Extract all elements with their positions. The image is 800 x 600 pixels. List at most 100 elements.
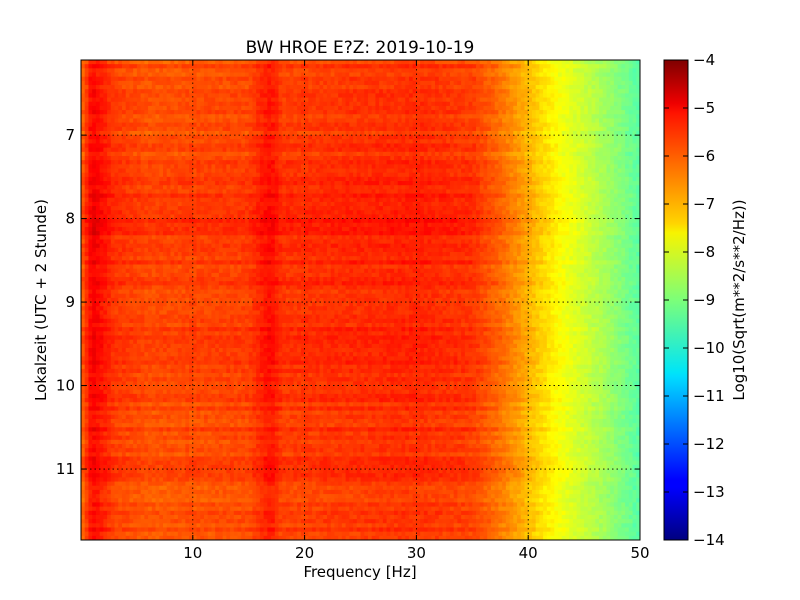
heatmap-cell <box>505 185 511 190</box>
heatmap-cell <box>546 130 552 136</box>
heatmap-cell <box>394 85 399 90</box>
heatmap-cell <box>386 122 391 128</box>
heatmap-cell <box>632 160 637 165</box>
heatmap-cell <box>446 135 451 140</box>
heatmap-cell <box>185 68 190 74</box>
heatmap-cell <box>394 139 399 145</box>
heatmap-cell <box>215 76 220 82</box>
heatmap-cell <box>300 76 306 82</box>
heatmap-cell <box>218 89 224 94</box>
heatmap-cell <box>203 156 209 161</box>
heatmap-cell <box>379 126 384 132</box>
heatmap-cell <box>613 126 619 132</box>
heatmap-cell <box>133 160 138 165</box>
heatmap-cell <box>267 139 272 145</box>
heatmap-cell <box>215 122 220 128</box>
heatmap-cell <box>319 139 324 145</box>
heatmap-cell <box>587 151 593 157</box>
heatmap-cell <box>517 160 522 165</box>
heatmap-cell <box>405 164 410 170</box>
heatmap-cell <box>84 105 90 111</box>
heatmap-cell <box>517 114 522 120</box>
heatmap-cell <box>230 122 235 128</box>
heatmap-cell <box>155 193 160 199</box>
heatmap-cell <box>587 126 593 132</box>
heatmap-cell <box>356 60 362 65</box>
heatmap-cell <box>453 160 458 165</box>
heatmap-cell <box>386 110 391 115</box>
heatmap-cell <box>297 139 302 145</box>
heatmap-cell <box>554 147 559 153</box>
heatmap-cell <box>487 156 492 161</box>
heatmap-cell <box>267 80 272 86</box>
heatmap-cell <box>118 172 123 178</box>
heatmap-cell <box>259 156 265 161</box>
heatmap-cell <box>200 80 205 86</box>
heatmap-cell <box>528 168 533 174</box>
heatmap-cell <box>490 93 496 99</box>
heatmap-cell <box>278 130 283 136</box>
heatmap-cell <box>416 93 421 99</box>
heatmap-cell <box>218 160 224 165</box>
heatmap-cell <box>550 68 555 74</box>
heatmap-cell <box>591 122 596 128</box>
heatmap-cell <box>513 93 518 99</box>
heatmap-cell <box>408 64 414 69</box>
heatmap-cell <box>524 143 529 149</box>
heatmap-cell <box>282 101 287 107</box>
heatmap-cell <box>285 110 291 115</box>
heatmap-cell <box>107 130 112 136</box>
heatmap-cell <box>457 72 462 78</box>
heatmap-cell <box>606 160 611 165</box>
heatmap-cell <box>267 64 272 69</box>
heatmap-cell <box>554 139 559 145</box>
heatmap-cell <box>606 126 611 132</box>
heatmap-cell <box>192 176 198 182</box>
heatmap-cell <box>140 105 145 111</box>
heatmap-cell <box>353 97 358 103</box>
heatmap-cell <box>155 176 160 182</box>
heatmap-cell <box>189 93 194 99</box>
heatmap-cell <box>517 168 522 174</box>
heatmap-cell <box>151 197 157 203</box>
heatmap-cell <box>133 172 138 178</box>
heatmap-cell <box>121 168 127 174</box>
heatmap-cell <box>271 80 276 86</box>
heatmap-cell <box>595 139 600 145</box>
heatmap-cell <box>561 135 567 140</box>
heatmap-cell <box>159 72 164 78</box>
heatmap-cell <box>472 189 477 195</box>
heatmap-cell <box>192 126 198 132</box>
heatmap-cell <box>192 89 198 94</box>
heatmap-cell <box>360 85 365 90</box>
heatmap-cell <box>487 72 492 78</box>
heatmap-cell <box>162 139 168 145</box>
heatmap-cell <box>289 156 295 161</box>
heatmap-cell <box>107 135 112 140</box>
heatmap-cell <box>121 118 127 124</box>
heatmap-cell <box>569 130 574 136</box>
heatmap-cell <box>524 151 529 157</box>
heatmap-cell <box>554 130 559 136</box>
heatmap-cell <box>461 172 466 178</box>
heatmap-cell <box>95 181 101 186</box>
heatmap-cell <box>196 118 201 124</box>
heatmap-cell <box>207 122 213 128</box>
heatmap-cell <box>613 135 619 140</box>
heatmap-cell <box>356 168 362 174</box>
heatmap-cell <box>334 156 339 161</box>
heatmap-cell <box>431 176 436 182</box>
heatmap-cell <box>457 193 462 199</box>
heatmap-cell <box>181 64 186 69</box>
heatmap-cell <box>256 176 261 182</box>
heatmap-cell <box>211 168 216 174</box>
heatmap-cell <box>319 60 324 65</box>
heatmap-cell <box>267 193 272 199</box>
heatmap-cell <box>591 176 596 182</box>
heatmap-cell <box>386 68 391 74</box>
heatmap-cell <box>584 164 589 170</box>
heatmap-cell <box>237 130 242 136</box>
heatmap-cell <box>233 130 239 136</box>
heatmap-cell <box>423 181 429 186</box>
heatmap-cell <box>382 122 388 128</box>
